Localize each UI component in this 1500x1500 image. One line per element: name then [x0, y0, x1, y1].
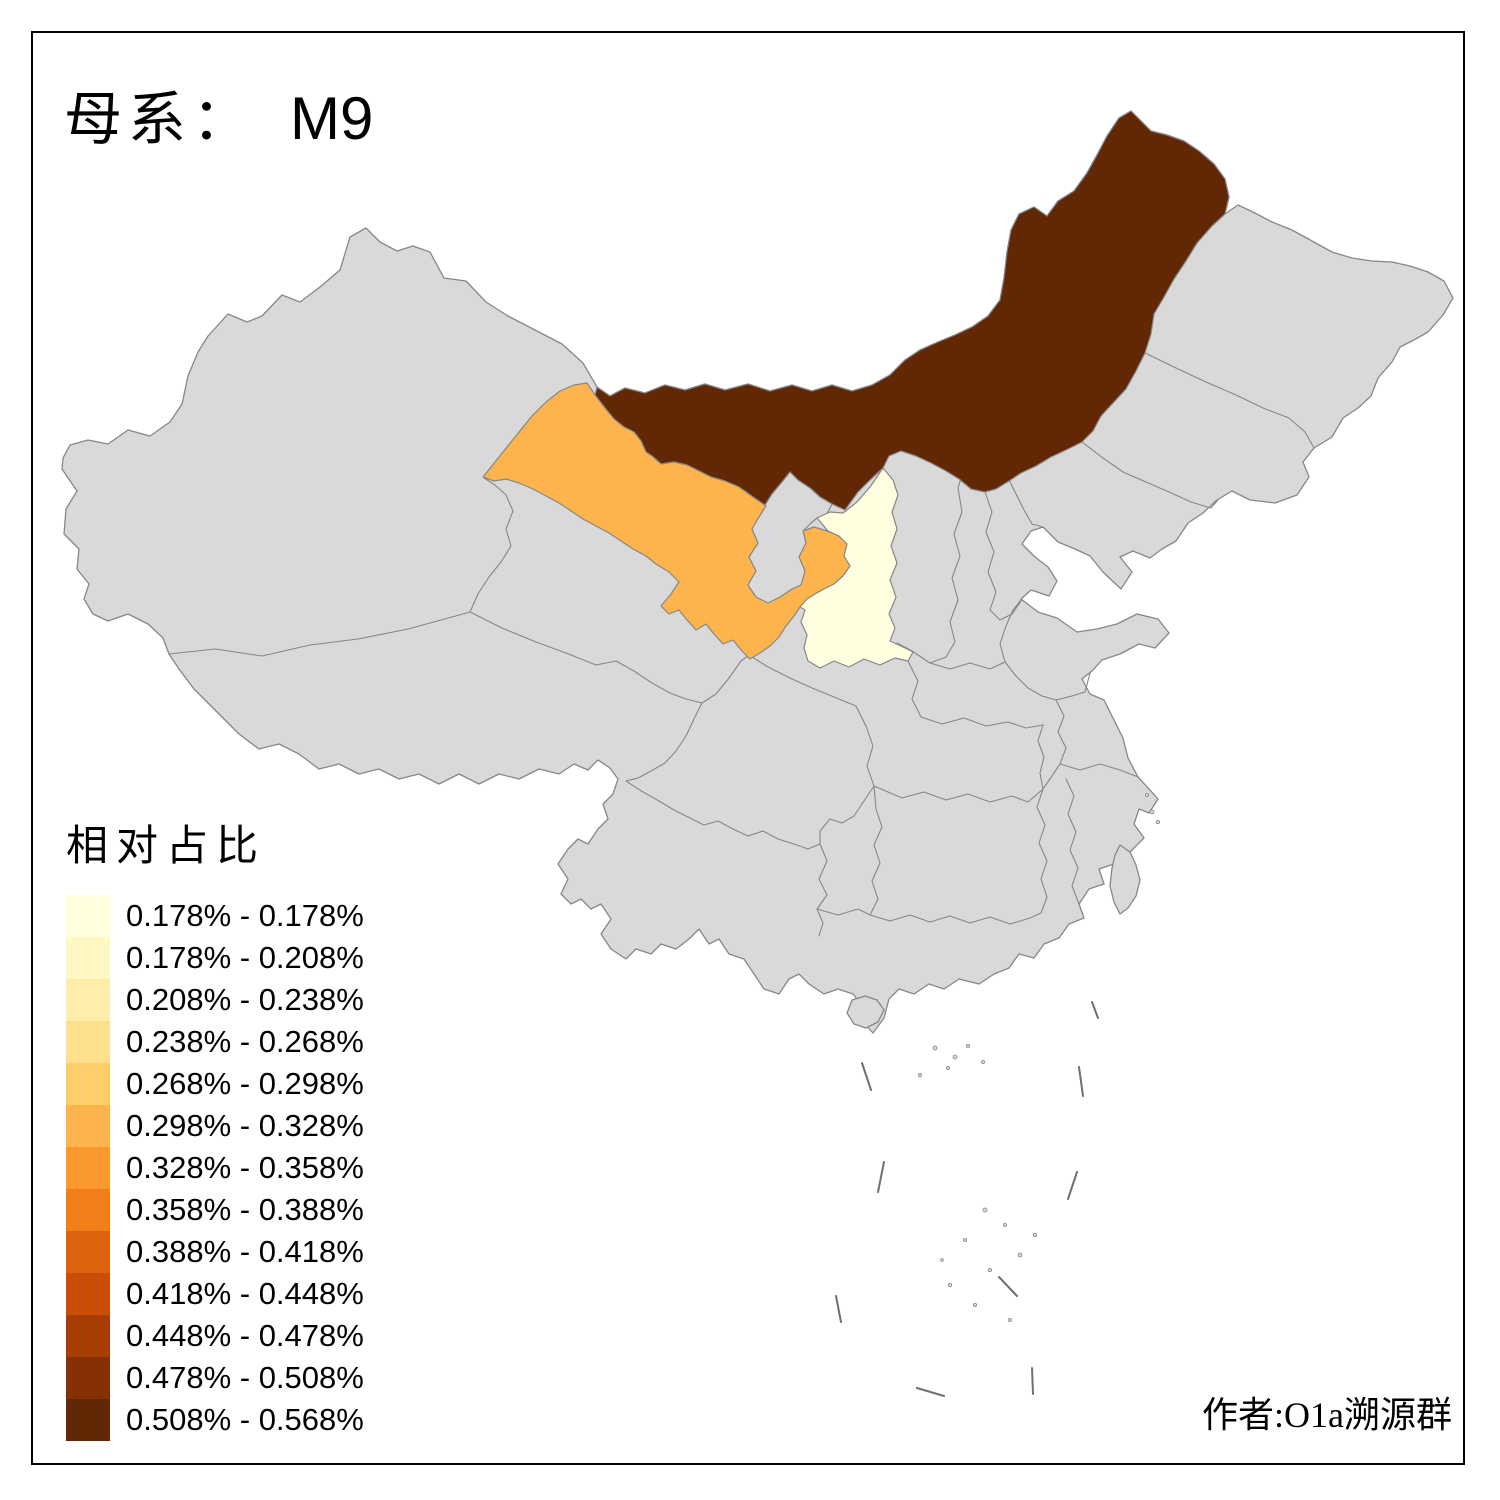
- legend-row: 0.448% - 0.478%: [66, 1315, 364, 1357]
- legend-swatch: [66, 979, 110, 1021]
- legend-label: 0.448% - 0.478%: [126, 1318, 364, 1353]
- legend-swatch: [66, 937, 110, 979]
- legend-swatch: [66, 895, 110, 937]
- legend-swatch: [66, 1063, 110, 1105]
- legend-label: 0.178% - 0.178%: [126, 898, 364, 933]
- legend-swatch: [66, 1357, 110, 1399]
- legend-label: 0.478% - 0.508%: [126, 1360, 364, 1395]
- province-borders: [168, 352, 1315, 937]
- legend-label: 0.418% - 0.448%: [126, 1276, 364, 1311]
- legend-row: 0.298% - 0.328%: [66, 1105, 364, 1147]
- legend-row: 0.508% - 0.568%: [66, 1399, 364, 1441]
- legend-swatch: [66, 1399, 110, 1441]
- island-specks: [918, 793, 1161, 1323]
- legend-label: 0.298% - 0.328%: [126, 1108, 364, 1143]
- taiwan-island: [1109, 844, 1141, 915]
- legend-row: 0.478% - 0.508%: [66, 1357, 364, 1399]
- legend-swatch: [66, 1315, 110, 1357]
- title-haplogroup: M9: [290, 85, 374, 152]
- page-title: 母系： M9: [64, 72, 373, 156]
- legend-label: 0.268% - 0.298%: [126, 1066, 364, 1101]
- legend-row: 0.328% - 0.358%: [66, 1147, 364, 1189]
- legend-label: 0.238% - 0.268%: [126, 1024, 364, 1059]
- author-credit: 作者:O1a溯源群: [1202, 1395, 1452, 1435]
- legend-row: 0.358% - 0.388%: [66, 1189, 364, 1231]
- legend-swatch: [66, 1273, 110, 1315]
- nine-dash-line: [835, 1001, 1099, 1397]
- legend-row: 0.238% - 0.268%: [66, 1021, 364, 1063]
- legend-row: 0.388% - 0.418%: [66, 1231, 364, 1273]
- legend-label: 0.178% - 0.208%: [126, 940, 364, 975]
- plot-frame: [31, 31, 1465, 1465]
- legend-row: 0.178% - 0.208%: [66, 937, 364, 979]
- legend-swatch: [66, 1147, 110, 1189]
- legend-swatch: [66, 1021, 110, 1063]
- region-shaanxi: [799, 467, 914, 669]
- legend-label: 0.508% - 0.568%: [126, 1402, 364, 1437]
- region-ningxia: [747, 471, 833, 604]
- legend-row: 0.178% - 0.178%: [66, 895, 364, 937]
- legend-swatch: [66, 1105, 110, 1147]
- legend-label: 0.328% - 0.358%: [126, 1150, 364, 1185]
- legend-row: 0.208% - 0.238%: [66, 979, 364, 1021]
- legend-label: 0.358% - 0.388%: [126, 1192, 364, 1227]
- title-prefix: 母系：: [64, 87, 257, 152]
- legend-swatch: [66, 1189, 110, 1231]
- legend-label: 0.208% - 0.238%: [126, 982, 364, 1017]
- legend-row: 0.268% - 0.298%: [66, 1063, 364, 1105]
- legend-title: 相对占比: [66, 824, 267, 870]
- legend-row: 0.418% - 0.448%: [66, 1273, 364, 1315]
- hainan-island: [846, 995, 885, 1029]
- legend-swatch: [66, 1231, 110, 1273]
- legend-label: 0.388% - 0.418%: [126, 1234, 364, 1269]
- legend: 相对占比 0.178% - 0.178% 0.178% - 0.208% 0.2…: [66, 812, 364, 1441]
